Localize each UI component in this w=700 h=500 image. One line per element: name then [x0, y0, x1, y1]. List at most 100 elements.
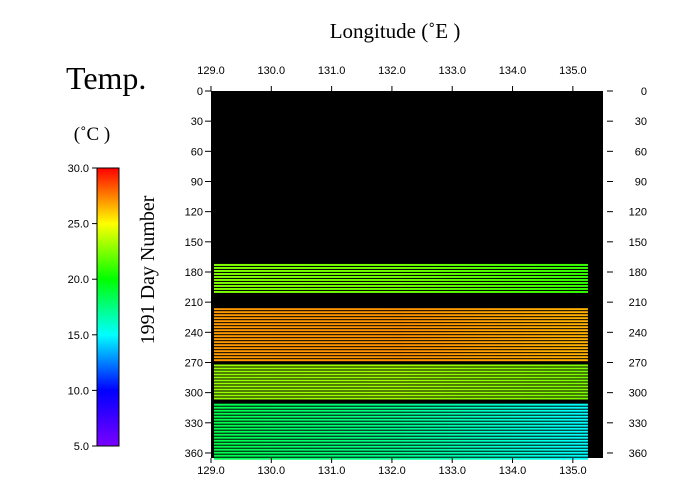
y-tick-label-left: 270	[185, 357, 203, 369]
heatmap-row	[214, 433, 588, 436]
colorbar-tick-label: 30.0	[68, 163, 89, 175]
heatmap-row	[214, 406, 588, 409]
heatmap-row	[214, 424, 588, 427]
heatmap-row	[214, 364, 588, 367]
heatmap-row	[214, 457, 588, 460]
heatmap-row	[214, 353, 588, 356]
y-tick-label-right: 90	[635, 176, 647, 188]
heatmap-row	[214, 314, 588, 317]
y-tick-label-right: 0	[641, 86, 647, 98]
heatmap-row	[214, 326, 588, 329]
heatmap-row	[214, 430, 588, 433]
heatmap-row	[214, 439, 588, 442]
heatmap-row	[214, 454, 588, 457]
x-tick-label-top: 129.0	[197, 65, 225, 77]
heatmap-row	[214, 451, 588, 454]
heatmap-row	[214, 412, 588, 415]
heatmap-row	[214, 308, 588, 311]
y-tick-label-right: 300	[629, 388, 647, 400]
y-tick-label-right: 150	[629, 237, 647, 249]
y-tick-label-left: 60	[191, 146, 203, 158]
y-axis-left: 0 30 60 90 120 150 180 210 240 270 300 330 360	[185, 86, 211, 460]
y-tick-label-right: 330	[629, 418, 647, 430]
x-tick-label-bottom: 130.0	[258, 465, 286, 477]
y-tick-label-right: 30	[635, 116, 647, 128]
heatmap-row	[214, 394, 588, 397]
colorbar-tick-label: 25.0	[68, 219, 89, 231]
colorbar	[96, 167, 120, 447]
x-tick-label-bottom: 134.0	[499, 465, 527, 477]
heatmap-row	[214, 397, 588, 400]
colorbar-tick-label: 20.0	[68, 274, 89, 286]
heatmap-row	[214, 427, 588, 430]
x-axis-label: Longitude (˚E )	[330, 19, 461, 43]
x-axis-bottom: 129.0 130.0 131.0 132.0 133.0 134.0 135.0	[197, 458, 587, 477]
y-tick-label-left: 150	[185, 237, 203, 249]
colorbar-tick-label: 15.0	[68, 330, 89, 342]
colorbar-unit-label: (˚C )	[74, 124, 110, 145]
heatmap-row	[214, 266, 588, 269]
heatmap-row	[214, 448, 588, 451]
heatmap-row	[214, 376, 588, 379]
heatmap-row	[214, 311, 588, 314]
heatmap-band	[214, 263, 588, 293]
x-tick-label-bottom: 129.0	[197, 465, 225, 477]
x-tick-label-bottom: 131.0	[318, 465, 346, 477]
y-axis-right: 0 30 60 90 120 150 180 210 240 270 300 330 360	[607, 86, 647, 460]
y-tick-label-left: 330	[185, 418, 203, 430]
heatmap-row	[214, 350, 588, 353]
heatmap-row	[214, 356, 588, 359]
heatmap-row	[214, 391, 588, 394]
heatmap-row	[214, 269, 588, 272]
y-tick-label-right: 120	[629, 207, 647, 219]
colorbar-tick-label: 10.0	[68, 385, 89, 397]
y-tick-label-right: 60	[635, 146, 647, 158]
y-tick-label-right: 240	[629, 327, 647, 339]
heatmap-row	[214, 347, 588, 350]
x-tick-label-top: 132.0	[378, 65, 406, 77]
x-axis-top: 129.0 130.0 131.0 132.0 133.0 134.0 135.0	[197, 65, 587, 91]
heatmap-row	[214, 421, 588, 424]
heatmap-row	[214, 403, 588, 406]
y-tick-label-left: 30	[191, 116, 203, 128]
heatmap-row	[214, 332, 588, 335]
heatmap-row	[214, 335, 588, 338]
chart-title: Temp.	[66, 60, 146, 96]
heatmap-row	[214, 323, 588, 326]
heatmap-row	[214, 338, 588, 341]
heatmap-row	[214, 367, 588, 370]
heatmap-row	[214, 415, 588, 418]
y-tick-label-left: 0	[197, 86, 203, 98]
heatmap-row	[214, 385, 588, 388]
heatmap-row	[214, 388, 588, 391]
heatmap-row	[214, 442, 588, 445]
heatmap-row	[214, 281, 588, 284]
heatmap-band	[214, 364, 588, 400]
x-tick-label-top: 131.0	[318, 65, 346, 77]
y-tick-label-right: 210	[629, 297, 647, 309]
heatmap-row	[214, 436, 588, 439]
y-tick-label-left: 180	[185, 267, 203, 279]
heatmap-row	[214, 373, 588, 376]
y-tick-label-right: 180	[629, 267, 647, 279]
heatmap-row	[214, 272, 588, 275]
heatmap-row	[214, 278, 588, 281]
x-tick-label-bottom: 135.0	[559, 465, 587, 477]
y-tick-label-left: 240	[185, 327, 203, 339]
x-tick-label-top: 134.0	[499, 65, 527, 77]
heatmap-row	[214, 317, 588, 320]
heatmap-row	[214, 284, 588, 287]
heatmap-bands	[214, 263, 588, 460]
y-tick-label-left: 300	[185, 388, 203, 400]
y-tick-label-left: 90	[191, 176, 203, 188]
colorbar-tick-label: 5.0	[74, 441, 89, 453]
heatmap-band	[214, 308, 588, 362]
heatmap-row	[214, 409, 588, 412]
heatmap-row	[214, 263, 588, 266]
x-tick-label-top: 135.0	[559, 65, 587, 77]
heatmap-row	[214, 329, 588, 332]
heatmap-row	[214, 445, 588, 448]
y-tick-label-right: 360	[629, 448, 647, 460]
y-tick-label-left: 360	[185, 448, 203, 460]
